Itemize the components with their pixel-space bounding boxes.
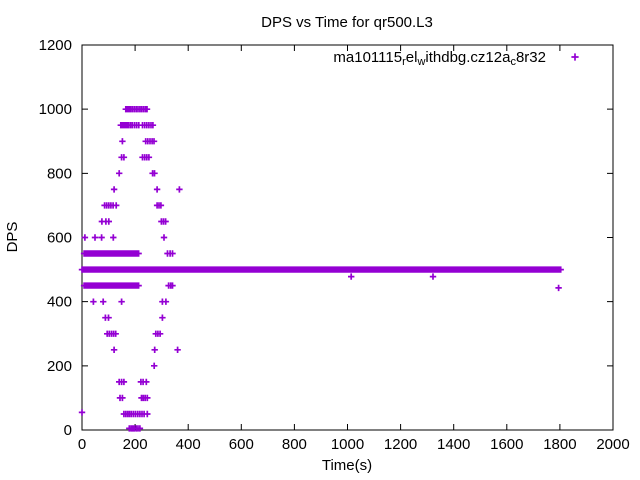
legend-plus-marker (571, 53, 579, 61)
legend-label-segment: ithdbg.cz12a (425, 49, 511, 66)
x-tick-label: 1800 (543, 436, 576, 453)
x-tick-label: 1400 (437, 436, 470, 453)
legend-label-subscript: c (510, 56, 516, 68)
y-tick-label: 1200 (39, 37, 72, 54)
x-tick-label: 200 (123, 436, 148, 453)
legend-series-label: ma101115relwithdbg.cz12ac8r32 (333, 49, 546, 68)
dps500-dense-band-markers (78, 266, 564, 273)
y-tick-label: 200 (47, 358, 72, 375)
scatter-points-markers (78, 106, 562, 432)
legend-label-segment: 8r32 (516, 49, 546, 66)
legend-label-subscript: r (402, 56, 406, 68)
y-tick-label: 800 (47, 165, 72, 182)
legend-label-segment: el (406, 49, 418, 66)
x-tick-label: 0 (78, 436, 86, 453)
x-tick-label: 1200 (384, 436, 417, 453)
chart-title: DPS vs Time for qr500.L3 (261, 14, 433, 31)
y-tick-label: 400 (47, 294, 72, 311)
y-tick-label: 0 (64, 422, 72, 439)
y-axis-label: DPS (4, 222, 21, 253)
x-tick-label: 600 (229, 436, 254, 453)
x-tick-label: 2000 (596, 436, 629, 453)
x-axis-label: Time(s) (322, 457, 372, 474)
x-tick-label: 1000 (331, 436, 364, 453)
y-tick-label: 600 (47, 230, 72, 247)
x-tick-label: 800 (282, 436, 307, 453)
y-tick-label: 1000 (39, 101, 72, 118)
x-tick-label: 1600 (490, 436, 523, 453)
x-tick-label: 400 (176, 436, 201, 453)
legend-label-subscript: w (416, 56, 425, 68)
legend-label-segment: ma101115 (333, 49, 402, 66)
legend: ma101115relwithdbg.cz12ac8r32 (333, 49, 579, 68)
axis-tick-labels: 0 200 400 600 800 1000 1200 1400 1600 1800 2000 0 20… (39, 37, 630, 453)
